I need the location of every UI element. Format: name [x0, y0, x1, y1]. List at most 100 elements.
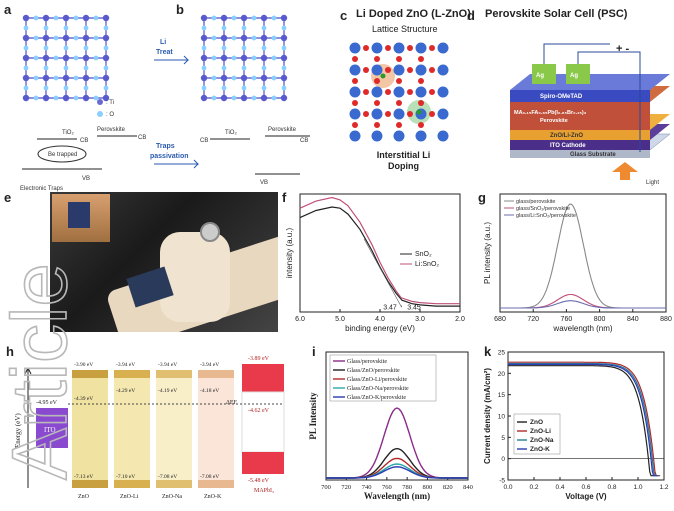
lattice-atom [437, 42, 449, 54]
legend-box [513, 413, 561, 455]
legend-entry: glass/Li:SnO₂/perovskite [516, 213, 576, 219]
lattice-atom [349, 130, 361, 142]
band-column [72, 370, 108, 488]
svg-text:-5.48 eV: -5.48 eV [248, 478, 270, 484]
tangent-line [363, 238, 402, 308]
series-line-ZnO-Na [508, 362, 659, 477]
lattice-atom [53, 95, 59, 101]
band-edge [156, 370, 192, 378]
band-bottom-label: -7.08 eV [158, 474, 177, 480]
lattice-atom [281, 45, 287, 51]
svg-text:Electronic Traps: Electronic Traps [20, 186, 63, 192]
series-line-glass/perovskite [500, 203, 666, 309]
column-name: ZnO [78, 494, 90, 500]
legend-entry: Glass/ZnO/perovskite [347, 368, 400, 374]
x-tick-label: 3.0 [415, 316, 425, 323]
lattice-atom [374, 122, 380, 128]
lattice-atom [43, 65, 49, 71]
lattice-atom [53, 35, 59, 41]
lattice-atom [371, 64, 383, 76]
y-tick-label: 20 [498, 371, 506, 378]
x-tick-label: 700 [321, 484, 331, 491]
lattice-atom [211, 35, 217, 41]
lattice-atom [352, 122, 358, 128]
lattice-atom [23, 65, 29, 71]
chart-g: 680 720 760 800 840 880 wavelength (nm) PL inte… [483, 193, 672, 333]
lattice-atom [349, 86, 361, 98]
panel-d-title: Perovskite Solar Cell (PSC) [485, 8, 628, 20]
panel-a-figure: : Ti : O TiO₂ CB Perovskite CB Be trappe… [20, 14, 146, 192]
lattice-atom [385, 67, 391, 73]
lattice-atom [429, 89, 435, 95]
lattice-atom [221, 85, 227, 91]
lattice-atom [393, 64, 405, 76]
panel-h-label: h [6, 344, 14, 359]
lattice-atom [102, 94, 110, 102]
x-tick-label: 820 [443, 484, 453, 491]
svg-text:Perovskite: Perovskite [268, 127, 297, 133]
lattice-atom [437, 130, 449, 142]
lattice-atom [240, 34, 248, 42]
lattice-atom [251, 35, 257, 41]
lattice-atom [241, 25, 247, 31]
y-tick-label: 5 [501, 435, 505, 442]
svg-text:TiO₂: TiO₂ [225, 130, 237, 136]
legend-entry: Li:SnO₂ [415, 261, 439, 268]
lattice-atom [63, 25, 69, 31]
lattice-atom [42, 74, 50, 82]
svg-text:Light: Light [646, 180, 659, 186]
band-edge [114, 370, 150, 378]
x-tick-label: 800 [594, 316, 606, 323]
lattice-atom [93, 75, 99, 81]
lattice-atom [53, 75, 59, 81]
lattice-atom [73, 15, 79, 21]
series-line-Glass/ZnO-Li/perovskite [326, 457, 468, 479]
band-column [198, 370, 234, 488]
lattice-atom [221, 45, 227, 51]
lattice-atom [260, 54, 268, 62]
panel-i-label: i [312, 344, 316, 359]
lattice-atom [33, 95, 39, 101]
lattice-atom [393, 130, 405, 142]
lattice-atom [220, 54, 228, 62]
lattice-atom [82, 74, 90, 82]
y-axis-label: intensity (a.u.) [285, 228, 294, 279]
lattice-atom [63, 85, 69, 91]
lattice-atom [62, 54, 70, 62]
panel-d-device: Ag Ag Spiro-OMeTAD MA₀.₁₅FA₀.₈₅Pb(I₀.₈₅B… [509, 43, 671, 186]
lattice-atom [280, 54, 288, 62]
lattice-atom [93, 15, 99, 21]
x-tick-label: 840 [627, 316, 639, 323]
chart-i: 700 720 740 760 780 800 820 840 Wavelength (nm) P… [308, 351, 473, 501]
band-bottom-label: -7.10 eV [116, 474, 135, 480]
lattice-atom [415, 86, 427, 98]
x-tick-label: 0.6 [581, 484, 590, 491]
x-axis-label: wavelength (nm) [552, 324, 612, 333]
x-tick-label: 720 [341, 484, 351, 491]
svg-text:CB: CB [300, 138, 308, 144]
plot-frame [499, 193, 667, 313]
x-tick-label: 780 [402, 484, 412, 491]
lattice-atom [352, 78, 358, 84]
li-treat-label: Li [160, 39, 166, 46]
lattice-atom [352, 100, 358, 106]
lattice-atom [201, 85, 207, 91]
lattice-atom [352, 56, 358, 62]
x-axis-label: Voltage (V) [565, 492, 607, 501]
svg-text:CB: CB [200, 138, 208, 144]
lattice-atom [93, 35, 99, 41]
lattice-atom [363, 45, 369, 51]
svg-text:Perovskite: Perovskite [540, 118, 568, 124]
lattice-atom [251, 95, 257, 101]
lattice-atom [200, 74, 208, 82]
lattice-atom [240, 54, 248, 62]
lattice-atom [33, 55, 39, 61]
band-top-label: -3.94 eV [116, 362, 135, 368]
lattice-atom [349, 108, 361, 120]
lattice-atom [374, 78, 380, 84]
y-axis-label: PL Intensity [308, 392, 318, 440]
lattice-atom [220, 74, 228, 82]
lattice-atom [241, 45, 247, 51]
lattice-atom [371, 42, 383, 54]
lattice-atom [33, 15, 39, 21]
